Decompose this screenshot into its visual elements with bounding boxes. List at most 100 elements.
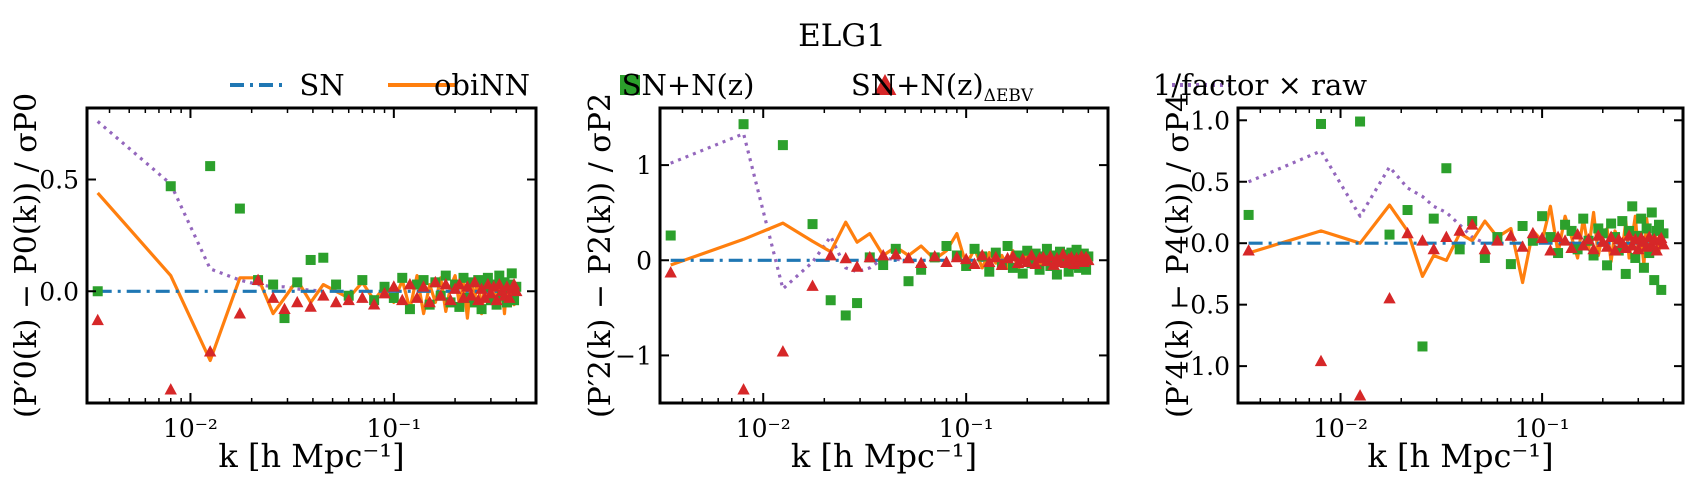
data-point-sn-nz-debv (1587, 242, 1600, 255)
data-point-sn-nz-debv (396, 293, 409, 306)
data-point-sn-nz (984, 266, 995, 277)
data-point-sn-nz-debv (1657, 237, 1670, 250)
data-point-sn-nz (1537, 211, 1548, 222)
y-axis-label: (P′0(k) − P0(k)) / σP0 (9, 93, 44, 418)
data-point-sn-nz (840, 310, 851, 321)
data-point-sn-nz-debv (444, 293, 457, 306)
data-point-sn-nz-debv (1604, 230, 1618, 242)
data-point-sn-nz-debv (1401, 226, 1414, 239)
data-point-sn-nz-debv (1504, 229, 1518, 241)
data-point-sn-nz-debv (776, 345, 790, 357)
data-point-sn-nz (1620, 268, 1631, 279)
legend-item-sn_nz: SN+N(z) (620, 68, 754, 102)
data-point-sn-nz (404, 304, 415, 315)
data-point-sn-nz (1022, 245, 1033, 256)
data-point-sn-nz-debv (429, 275, 442, 288)
data-point-sn-nz-debv (291, 295, 304, 308)
data-point-sn-nz-debv (1314, 354, 1328, 367)
data-point-sn-nz-debv (203, 345, 217, 357)
data-point-sn-nz (1651, 225, 1662, 236)
legend-item-sn_nz_debv: SN+N(z)ΔEBV (851, 68, 1034, 106)
data-point-sn-nz (1505, 259, 1516, 270)
data-point-sn-nz (357, 275, 368, 286)
data-point-sn-nz-debv (863, 250, 876, 263)
data-point-sn-nz-debv (914, 256, 928, 268)
data-point-sn-nz (412, 279, 423, 290)
data-point-sn-nz (1636, 213, 1647, 224)
data-point-sn-nz (1572, 244, 1583, 255)
data-point-sn-nz (1617, 216, 1628, 227)
data-point-sn-nz (1545, 232, 1556, 243)
data-point-sn-nz (305, 254, 316, 265)
data-point-sn-nz (1527, 235, 1538, 246)
data-point-sn-nz-debv (1592, 229, 1605, 241)
plot-area (91, 120, 523, 395)
data-point-sn-nz-debv (976, 249, 989, 261)
data-point-sn-nz-debv (1544, 244, 1557, 256)
data-point-sn-nz (777, 140, 788, 151)
x-tick-label: 10⁻¹ (366, 414, 421, 443)
data-point-sn-nz (1560, 219, 1571, 230)
data-point-sn-nz (1002, 240, 1013, 251)
data-point-sn-nz-debv (1453, 224, 1466, 236)
series-line-raw (1247, 149, 1486, 245)
data-point-sn-nz-debv (1626, 239, 1639, 251)
data-point-sn-nz-debv (824, 249, 837, 261)
x-axis-label: k [h Mpc⁻¹] (218, 437, 404, 475)
data-point-sn-nz-debv (233, 307, 247, 319)
data-point-sn-nz-debv (329, 295, 343, 308)
data-point-sn-nz-debv (1582, 233, 1595, 245)
data-point-sn-nz-debv (950, 250, 964, 263)
data-point-sn-nz-debv (423, 295, 436, 308)
x-tick-label: 10⁻² (1313, 414, 1368, 443)
data-point-sn-nz (1026, 258, 1037, 269)
data-point-sn-nz-debv (1021, 255, 1034, 268)
y-tick-label: −1 (615, 341, 652, 370)
data-point-sn-nz-debv (1608, 244, 1622, 256)
legend-label-sn_nz_debv: SN+N(z)ΔEBV (851, 68, 1034, 106)
data-point-sn-nz-debv (1600, 240, 1614, 252)
data-point-sn-nz (961, 260, 972, 271)
data-point-sn-nz-debv (1006, 249, 1020, 262)
data-point-sn-nz-debv (503, 291, 516, 303)
y-tick-label: 0 (636, 246, 652, 275)
data-point-sn-nz-debv (959, 252, 973, 265)
data-point-sn-nz-debv (434, 289, 447, 301)
data-point-sn-nz (852, 298, 863, 309)
data-point-sn-nz (279, 313, 290, 324)
data-point-sn-nz (1597, 228, 1608, 239)
data-point-sn-nz (331, 279, 342, 290)
data-point-sn-nz-debv (356, 291, 369, 303)
data-point-sn-nz (397, 272, 408, 283)
data-point-sn-nz (903, 276, 914, 287)
data-point-sn-nz (1048, 250, 1059, 261)
axes-frame (1236, 106, 1685, 405)
data-point-sn-nz-debv (989, 250, 1002, 263)
data-point-sn-nz-debv (278, 302, 291, 315)
data-point-sn-nz-debv (983, 255, 996, 268)
data-point-sn-nz (878, 260, 889, 271)
data-point-sn-nz-debv (1526, 226, 1540, 239)
data-point-sn-nz-debv (1056, 248, 1070, 260)
legend-item-obinn: obiNN (388, 68, 530, 102)
data-point-sn-nz (807, 219, 818, 230)
y-axis-label: (P′4(k) − P4(k)) / σP4 (1161, 93, 1196, 418)
y-tick-label: 0.0 (1190, 229, 1230, 258)
data-point-sn-nz-debv (266, 291, 280, 303)
data-point-sn-nz (1315, 118, 1326, 129)
data-point-sn-nz-debv (1067, 257, 1081, 269)
data-point-sn-nz-debv (1551, 230, 1565, 242)
data-point-sn-nz-debv (317, 289, 330, 301)
legend-swatch-sn_nz_debv (873, 74, 897, 95)
data-point-sn-nz (1633, 230, 1644, 241)
data-point-sn-nz-debv (461, 280, 474, 292)
y-tick-label: 1.0 (1190, 106, 1230, 135)
data-point-sn-nz-debv (1416, 234, 1429, 246)
data-point-sn-nz (466, 277, 477, 288)
data-point-sn-nz-debv (510, 284, 523, 297)
data-point-sn-nz (1588, 250, 1599, 261)
data-point-sn-nz (1517, 221, 1528, 231)
data-point-sn-nz (1638, 262, 1649, 273)
data-point-sn-nz (969, 243, 980, 254)
